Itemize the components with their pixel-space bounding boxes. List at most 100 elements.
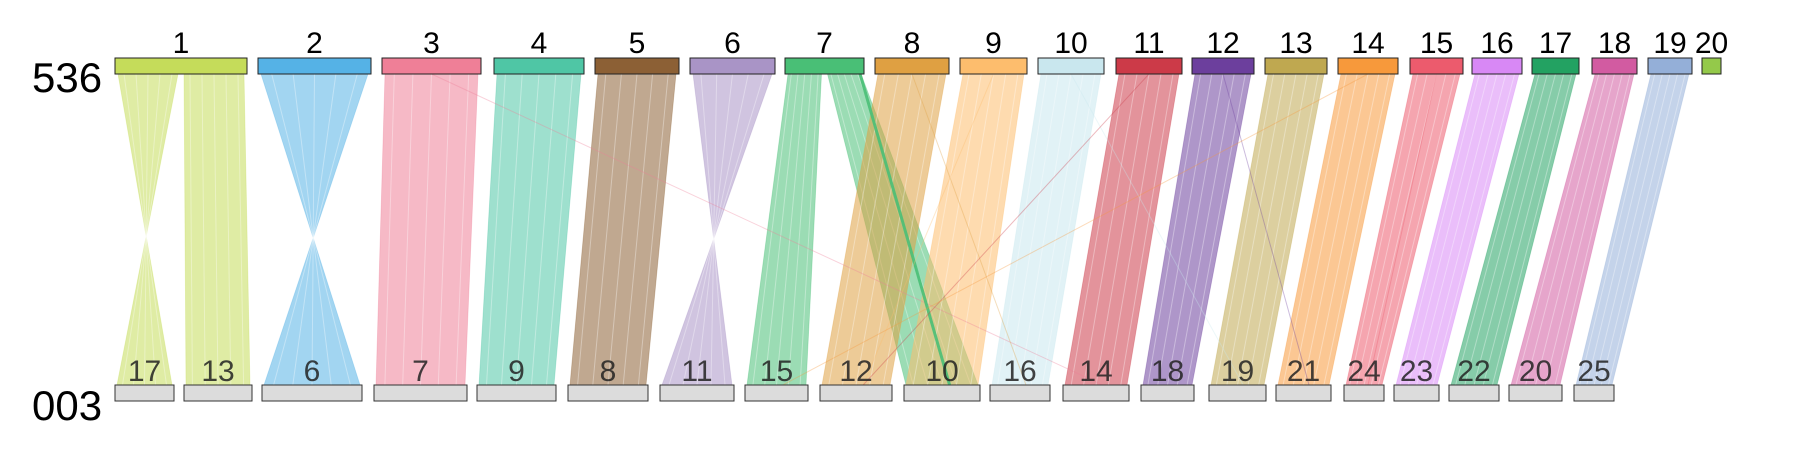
bottom-chromosome-10 [903,384,981,402]
synteny-strand [1176,73,1235,386]
synteny-strand [402,73,414,386]
top-chromosome-9 [959,57,1028,75]
synteny-strand [455,73,470,386]
synteny-crosslink-8-16 [911,73,1027,386]
top-chromosome-14 [1337,57,1399,75]
top-chromosome-label: 1 [173,27,190,60]
top-chromosome-label: 6 [724,27,741,60]
synteny-strand [1544,73,1623,386]
top-chromosome-10 [1037,57,1105,75]
top-chromosome-label: 15 [1420,27,1453,60]
synteny-band-4-9 [478,73,582,386]
synteny-strand [1019,73,1072,386]
synteny-strand [501,73,523,386]
synteny-strand [420,73,432,386]
synteny-crosslink-10-19 [1070,73,1244,386]
synteny-strand [696,73,733,386]
synteny-strand [1363,73,1437,386]
synteny-strand [592,73,622,386]
bottom-chromosome-label: 19 [1221,355,1254,388]
synteny-strand [1107,73,1162,386]
synteny-crosslink-15-24 [1367,73,1437,386]
top-chromosome-19 [1647,57,1693,75]
synteny-crosslink-12-21 [1222,73,1310,386]
synteny-strand [1008,73,1060,386]
synteny-strand [237,73,245,386]
top-chromosome-3 [381,57,482,75]
top-chromosome-label: 10 [1054,27,1087,60]
bottom-chromosome-9 [476,384,557,402]
top-chromosome-2 [257,57,372,75]
bottom-genome-label: 003 [32,382,102,429]
synteny-strand [516,73,540,386]
synteny-strand [1095,73,1150,386]
synteny-strand [1515,73,1600,386]
synteny-strand [1482,73,1565,386]
synteny-strand [577,73,607,386]
top-chromosome-label: 13 [1279,27,1312,60]
synteny-strand [1147,73,1202,386]
bottom-chromosome-23 [1393,384,1440,402]
synteny-strand [1323,73,1391,386]
top-chromosome-7 [784,57,865,75]
top-chromosome-label: 18 [1598,27,1631,60]
synteny-strand [1407,73,1489,386]
synteny-strand [1432,73,1516,386]
synteny-strand [1313,73,1380,386]
bottom-chromosome-label: 20 [1519,355,1552,388]
bottom-chromosome-21 [1275,384,1332,402]
synteny-strand [855,73,913,386]
top-chromosome-12 [1191,57,1255,75]
synteny-strand [1525,73,1608,386]
synteny-strand [1303,73,1369,386]
bottom-chromosome-label: 15 [760,355,793,388]
synteny-strand [225,73,232,386]
synteny-strand [1083,73,1138,386]
synteny-strand [997,73,1048,386]
synteny-strand [1399,73,1480,386]
bottom-chromosome-7 [373,384,468,402]
top-chromosome-label: 2 [306,27,323,60]
synteny-strand [122,73,173,386]
synteny-strand [622,73,654,386]
synteny-crosslink-14-15 [782,73,1369,386]
top-chromosome-label: 14 [1351,27,1384,60]
synteny-strand [1473,73,1556,386]
synteny-strand [912,73,970,386]
bottom-chromosome-label: 14 [1079,355,1112,388]
synteny-strand [1070,73,1126,386]
synteny-strand [1041,73,1096,386]
bottom-chromosome-25 [1573,384,1615,402]
synteny-strand [799,73,819,386]
synteny-strand [133,73,161,386]
bottom-chromosome-label: 6 [304,355,321,388]
synteny-strand [1455,73,1540,386]
bottom-chromosome-22 [1448,384,1500,402]
synteny-strand [213,73,219,386]
synteny-strand [668,73,765,386]
top-chromosome-label: 7 [816,27,833,60]
synteny-strand [273,73,358,386]
synteny-crosslink-9-12 [862,73,994,386]
synteny-strand [1586,73,1663,386]
bottom-chromosome-label: 22 [1457,355,1490,388]
synteny-strand [607,73,638,386]
synteny-strand [776,73,806,386]
bottom-genome-track: 17 13 6 7 9 8 11 15 12 10 16 14 18 19 21 24 23 22 20 25 [114,355,1615,402]
synteny-strand [292,73,332,386]
synteny-strand [637,73,669,386]
top-chromosome-label: 9 [985,27,1002,60]
top-chromosome-13 [1264,57,1328,75]
top-chromosome-label: 3 [423,27,440,60]
synteny-strand [531,73,557,386]
bottom-chromosome-label: 8 [600,355,617,388]
synteny-links [116,73,1690,386]
bottom-chromosome-label: 12 [839,355,872,388]
synteny-strand [292,73,337,386]
bottom-chromosome-label: 16 [1003,355,1036,388]
bottom-chromosome-label: 17 [128,355,161,388]
top-genome-label: 536 [32,54,102,101]
synteny-crosslink-3-14 [431,73,1103,386]
bottom-chromosome-label: 18 [1151,355,1184,388]
